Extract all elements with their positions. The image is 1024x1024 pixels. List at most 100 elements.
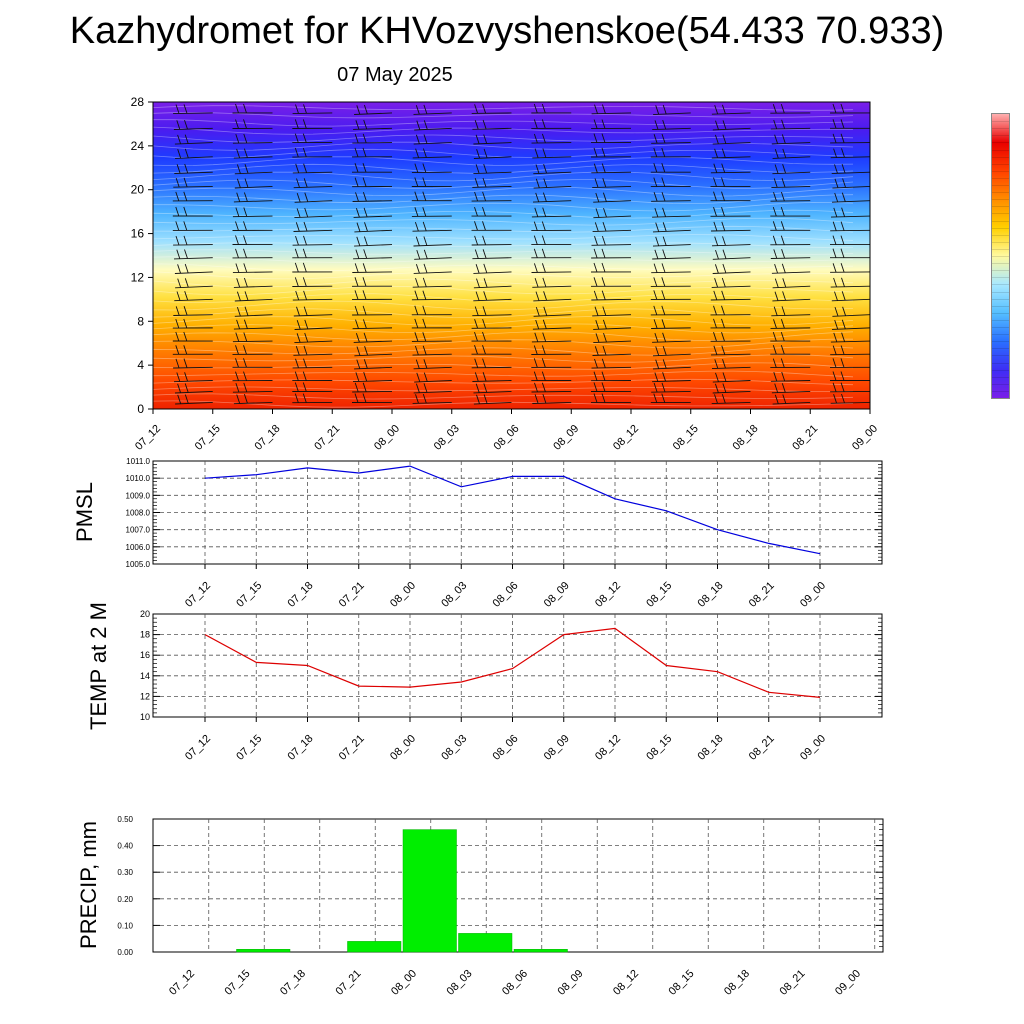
barb-feather: [714, 383, 719, 393]
barb-feather: [184, 291, 189, 301]
barb-feather: [654, 120, 659, 130]
barb-shaft: [652, 353, 691, 357]
barb-feather: [482, 345, 486, 355]
barb-feather: [722, 383, 727, 393]
contour-line: [153, 217, 854, 226]
barb-feather: [414, 191, 419, 201]
x-tick-label: 09_00: [798, 733, 828, 763]
profile-color-field: [153, 102, 870, 409]
barb-shaft: [531, 340, 572, 343]
barb-shaft: [712, 127, 751, 131]
profile-x-tick-label: 08_00: [372, 423, 402, 453]
barb-feather: [773, 319, 777, 329]
x-tick-label: 08_09: [542, 580, 572, 610]
barb-shaft: [413, 244, 452, 247]
barb-shaft: [472, 314, 512, 317]
chart-title: Kazhydromet for KHVozvyshenskoe(54.433 7…: [69, 10, 945, 52]
barb-feather: [483, 163, 488, 174]
barb-feather: [118, 360, 121, 369]
x-tick-label: 08_06: [500, 968, 530, 998]
barb-shaft: [652, 244, 691, 247]
x-tick-label: 07_18: [286, 733, 316, 763]
barb-shaft: [770, 257, 811, 259]
barb-feather: [593, 382, 598, 392]
panel-frame: [152, 818, 884, 953]
barb-feather: [474, 191, 479, 202]
barb-feather: [535, 306, 540, 317]
barb-shaft: [830, 156, 870, 159]
colorbar-division: [992, 142, 1009, 144]
colorbar-division: [992, 291, 1009, 293]
barb-shaft: [831, 327, 870, 330]
barb-feather: [126, 250, 129, 259]
y-tick-label: 16: [140, 650, 150, 660]
colorbar-division: [992, 156, 1009, 158]
barb-shaft: [532, 401, 572, 404]
barb-shaft: [153, 244, 154, 245]
barb-shaft: [532, 285, 572, 288]
barb-feather: [834, 319, 839, 330]
barb-feather: [414, 290, 419, 300]
barb-feather: [117, 264, 120, 273]
barb-feather: [653, 393, 658, 403]
barb-feather: [840, 235, 845, 245]
barb-feather: [175, 191, 180, 202]
barb-feather: [661, 263, 666, 273]
barb-feather: [661, 133, 666, 144]
barb-feather: [832, 103, 837, 114]
barb-shaft: [830, 215, 870, 218]
barb-feather: [772, 206, 777, 217]
x-tick-label: 08_00: [388, 580, 418, 610]
barb-feather: [483, 291, 488, 301]
barb-shaft: [652, 127, 691, 131]
series-line: [204, 627, 821, 698]
barb-feather: [714, 359, 719, 369]
barb-shaft: [173, 366, 213, 369]
barb-shaft: [294, 215, 333, 219]
barb-feather: [533, 358, 538, 368]
barb-feather: [423, 249, 428, 259]
barb-shaft: [533, 185, 572, 189]
colorbar-division: [992, 121, 1009, 123]
profile-y-tick-label: 12: [131, 270, 145, 284]
barb-shaft: [591, 171, 632, 174]
x-tick-label: 08_12: [593, 733, 623, 763]
barb-feather: [175, 331, 180, 342]
barb-feather: [303, 358, 307, 368]
barb-feather: [782, 291, 787, 301]
barb-feather: [832, 371, 837, 381]
barb-feather: [661, 382, 666, 393]
barb-feather: [542, 332, 547, 342]
barb-feather: [721, 104, 726, 114]
barb-shaft: [174, 171, 213, 174]
barb-shaft: [532, 327, 572, 330]
y-tick-label: 0.10: [117, 921, 133, 930]
barb-shaft: [592, 353, 632, 356]
colorbar-division: [992, 248, 1009, 250]
barb-shaft: [652, 366, 691, 370]
barb-feather: [243, 133, 248, 144]
barb-feather: [661, 191, 666, 202]
barb-shaft: [153, 128, 154, 129]
barb-shaft: [531, 142, 572, 144]
barb-shaft: [173, 380, 213, 383]
barb-feather: [235, 382, 240, 393]
barb-feather: [176, 291, 181, 301]
x-tick-label: 07_21: [337, 733, 367, 763]
barb-feather: [235, 221, 239, 231]
barb-shaft: [292, 298, 333, 301]
barb-feather: [363, 359, 368, 369]
barb-feather: [474, 306, 479, 316]
barb-feather: [842, 178, 847, 188]
barb-shaft: [651, 200, 691, 202]
barb-feather: [354, 263, 359, 273]
barb-feather: [184, 263, 189, 274]
barb-feather: [304, 319, 309, 330]
barb-feather: [118, 105, 121, 114]
contour-line: [153, 186, 854, 197]
barb-feather: [601, 235, 606, 246]
barb-shaft: [533, 298, 572, 302]
barb-feather: [533, 235, 538, 245]
barb-shaft: [153, 380, 154, 381]
barb-feather: [840, 371, 845, 381]
